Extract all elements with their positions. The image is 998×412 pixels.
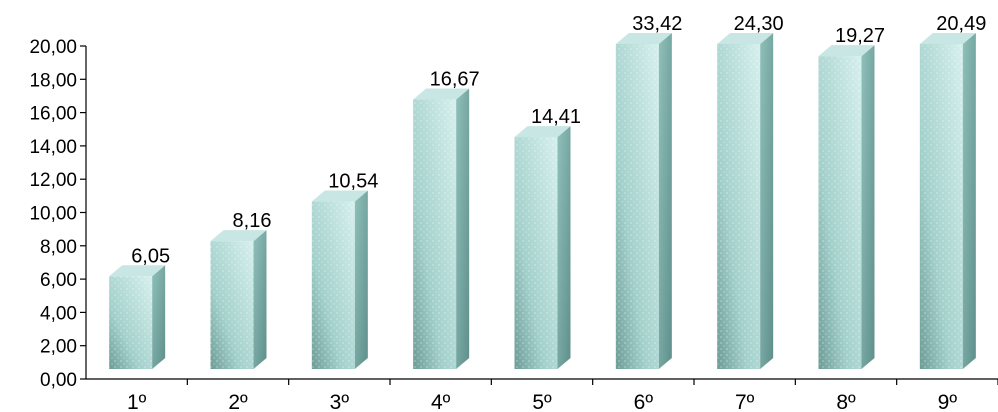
bar-texture — [717, 44, 761, 369]
bar-texture — [514, 137, 558, 369]
bar — [109, 265, 166, 369]
x-tick-label: 7º — [735, 391, 755, 412]
y-tick-label: 16,00 — [29, 104, 77, 125]
bar — [210, 230, 267, 369]
bar-top — [919, 33, 976, 44]
data-label: 16,67 — [430, 68, 480, 90]
y-tick-label: 0,00 — [40, 370, 77, 391]
bar-top — [615, 33, 672, 44]
y-tick-label: 18,00 — [29, 70, 77, 91]
data-label: 6,05 — [131, 245, 170, 267]
bar-top — [413, 88, 470, 100]
data-label: 20,49 — [936, 13, 986, 35]
x-tick-label: 5º — [532, 391, 552, 412]
bar-side — [253, 230, 267, 369]
x-tick-label: 2º — [228, 391, 248, 412]
bar — [514, 126, 571, 369]
bar-top — [311, 190, 368, 202]
x-tick-label: 4º — [431, 391, 451, 412]
data-labels: 6,05 8,16 10,54 16,67 14,41 33,42 24,30 19,27 20… — [131, 13, 986, 267]
bar-top — [818, 45, 875, 57]
bar — [413, 88, 470, 370]
bar-side — [658, 33, 672, 369]
bar — [717, 33, 774, 369]
bar-side — [354, 190, 368, 369]
data-label: 24,30 — [734, 13, 784, 35]
bar-side — [962, 33, 976, 369]
bar-series — [109, 33, 976, 370]
y-tick-label: 4,00 — [40, 303, 77, 324]
data-label: 14,41 — [531, 106, 581, 128]
bar-texture — [818, 56, 862, 369]
data-label: 33,42 — [632, 13, 682, 35]
y-tick-label: 14,00 — [29, 137, 77, 158]
bar-texture — [210, 241, 254, 369]
x-axis: 1º 2º 3º 4º 5º 6º 7º 8º 9º — [86, 378, 998, 412]
bar-top — [717, 33, 774, 44]
data-label: 10,54 — [328, 171, 378, 193]
bar-top — [109, 265, 166, 277]
bar-texture — [413, 99, 457, 370]
y-axis: 0,00 2,00 4,00 6,00 8,00 10,00 12,00 14,00 16,00… — [29, 37, 87, 391]
data-label: 19,27 — [835, 25, 885, 47]
x-tick-label: 3º — [330, 391, 350, 412]
y-tick-label: 8,00 — [40, 237, 77, 258]
bar-texture — [311, 201, 355, 369]
y-tick-label: 6,00 — [40, 270, 77, 291]
bar-side — [760, 33, 774, 369]
x-tick-label: 9º — [938, 391, 958, 412]
bar-side — [456, 88, 470, 369]
bar-side — [861, 45, 875, 369]
bar — [615, 33, 672, 369]
bar — [919, 33, 976, 369]
bar — [818, 45, 875, 369]
x-tick-label: 1º — [127, 391, 147, 412]
x-tick-label: 6º — [634, 391, 654, 412]
bar-side — [152, 265, 166, 369]
bar — [311, 190, 368, 369]
bar-texture — [615, 44, 659, 369]
y-tick-label: 12,00 — [29, 170, 77, 191]
y-tick-label: 20,00 — [29, 37, 77, 58]
bar-texture — [919, 44, 963, 369]
bar-top — [210, 230, 267, 242]
bar-side — [557, 126, 571, 369]
bar-texture — [109, 276, 153, 369]
data-label: 8,16 — [233, 210, 272, 232]
y-tick-label: 10,00 — [29, 204, 77, 225]
y-tick-label: 2,00 — [40, 337, 77, 358]
bar-top — [514, 126, 571, 138]
x-tick-label: 8º — [836, 391, 856, 412]
